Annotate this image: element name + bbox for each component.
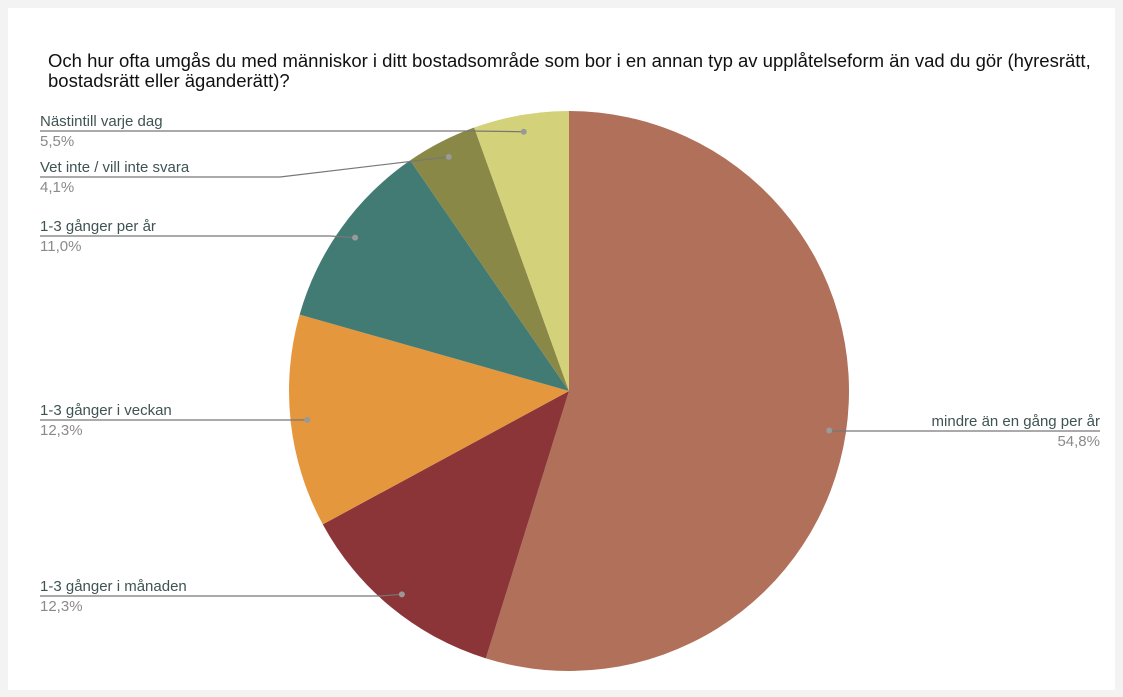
leader-line: [40, 235, 356, 239]
slice-value-label: 12,3%: [40, 598, 83, 615]
leader-dot: [398, 591, 405, 598]
leader-dot: [826, 427, 833, 434]
slice-value-label: 5,5%: [40, 133, 74, 150]
pie-slice: [485, 111, 850, 671]
leader-line: [40, 593, 402, 597]
slice-value-label: 54,8%: [1057, 433, 1100, 450]
slice-label: 1-3 gånger per år: [40, 218, 156, 235]
pie-slice: [299, 160, 569, 391]
slice-value-label: 4,1%: [40, 179, 74, 196]
leader-dot: [304, 416, 311, 423]
leader-dot: [445, 153, 452, 160]
slice-value-label: 12,3%: [40, 422, 83, 439]
slice-label: Vet inte / vill inte svara: [40, 159, 190, 176]
pie-slice: [289, 314, 569, 525]
leader-dot: [520, 128, 527, 135]
slice-label: 1-3 gånger i veckan: [40, 402, 172, 419]
leader-line: [40, 156, 449, 178]
pie-slice: [322, 391, 569, 659]
slice-label: 1-3 gånger i månaden: [40, 578, 187, 595]
slice-label: mindre än en gång per år: [932, 413, 1100, 430]
leader-dot: [352, 234, 359, 241]
pie-slice: [474, 111, 569, 391]
slice-value-label: 11,0%: [40, 238, 81, 255]
leader-line: [40, 130, 524, 133]
chart-title: Och hur ofta umgås du med människor i di…: [48, 50, 1091, 91]
slice-label: Nästintill varje dag: [40, 113, 163, 130]
pie-slice: [410, 127, 569, 392]
